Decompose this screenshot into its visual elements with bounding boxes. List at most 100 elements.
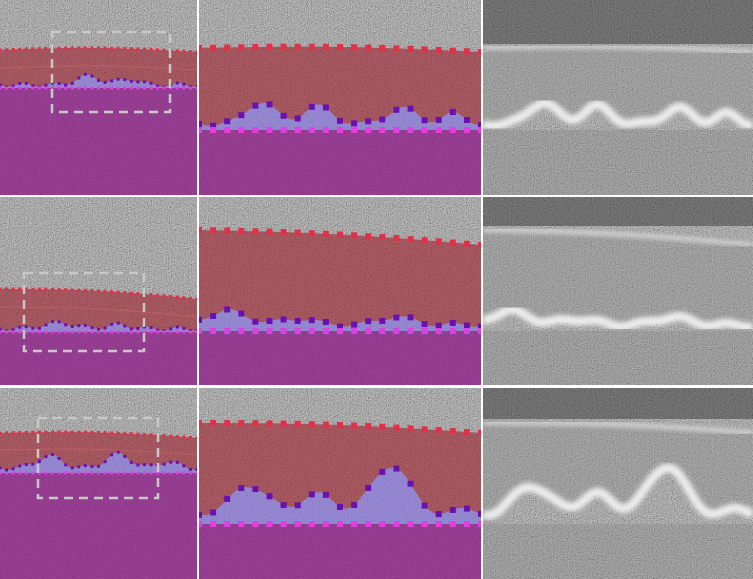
seg-dot: [408, 127, 414, 133]
seg-dot: [31, 463, 34, 466]
seg-dot: [176, 82, 179, 85]
seg-dot: [51, 431, 54, 434]
seg-dot: [71, 331, 74, 334]
seg-dot: [337, 44, 343, 50]
zoom-overlay-panel: [196, 388, 484, 579]
seg-dot: [31, 87, 34, 90]
seg-dot: [450, 127, 456, 133]
seg-dot: [0, 288, 2, 291]
seg-dot: [143, 463, 146, 466]
seg-dot: [5, 468, 8, 471]
seg-dot: [110, 47, 113, 50]
seg-dot: [267, 328, 273, 334]
seg-dot: [210, 127, 216, 133]
seg-dot: [281, 421, 287, 427]
seg-dot: [281, 127, 287, 133]
seg-dot: [176, 326, 179, 329]
seg-dot: [71, 472, 74, 475]
seg-dot: [169, 472, 172, 475]
seg-dot: [143, 87, 146, 90]
seg-dot: [150, 463, 153, 466]
seg-dot: [0, 472, 2, 475]
seg-dot: [5, 288, 8, 291]
seg-dot: [18, 464, 21, 467]
seg-dot: [210, 45, 216, 51]
seg-dot: [156, 48, 159, 51]
seg-dot: [176, 87, 179, 90]
seg-dot: [38, 87, 41, 90]
seg-dot: [365, 118, 371, 124]
seg-dot: [38, 288, 41, 291]
seg-dot: [130, 80, 133, 83]
seg-dot: [44, 431, 47, 434]
seg-dot: [97, 87, 100, 90]
oct-figure: [0, 0, 753, 579]
seg-dot: [189, 87, 192, 90]
seg-dot: [71, 288, 74, 291]
seg-dot: [90, 326, 93, 329]
seg-dot: [150, 87, 153, 90]
seg-dot: [252, 44, 258, 50]
seg-dot: [422, 127, 428, 133]
seg-dot: [110, 290, 113, 293]
seg-dot: [71, 325, 74, 328]
seg-dot: [267, 521, 273, 527]
seg-dot: [136, 331, 139, 334]
seg-dot: [252, 103, 258, 109]
seg-dot: [393, 107, 399, 113]
seg-dot: [224, 420, 230, 426]
seg-dot: [450, 521, 456, 527]
seg-dot: [337, 232, 343, 238]
seg-dot: [393, 466, 399, 472]
seg-dot: [189, 472, 192, 475]
seg-dot: [365, 318, 371, 324]
seg-dot: [117, 87, 120, 90]
seg-dot: [196, 51, 199, 54]
seg-dot: [104, 290, 107, 293]
seg-dot: [18, 87, 21, 90]
seg-dot: [5, 331, 8, 334]
seg-dot: [365, 233, 371, 239]
seg-dot: [64, 47, 67, 50]
seg-dot: [77, 87, 80, 90]
seg-dot: [25, 325, 28, 328]
seg-dot: [393, 127, 399, 133]
seg-dot: [51, 453, 54, 456]
seg-dot: [351, 423, 357, 429]
seg-dot: [323, 104, 329, 110]
seg-dot: [25, 472, 28, 475]
seg-dot: [281, 229, 287, 235]
seg-dot: [379, 469, 385, 475]
seg-dot: [58, 457, 61, 460]
seg-dot: [51, 288, 54, 291]
seg-dot: [182, 87, 185, 90]
seg-dot: [5, 87, 8, 90]
seg-dot: [104, 431, 107, 434]
seg-dot: [379, 45, 385, 51]
seg-dot: [12, 331, 15, 334]
seg-dot: [58, 47, 61, 50]
seg-dot: [224, 521, 230, 527]
seg-dot: [337, 504, 343, 510]
seg-dot: [44, 84, 47, 87]
seg-dot: [196, 437, 199, 440]
seg-dot: [351, 328, 357, 334]
seg-dot: [130, 432, 133, 435]
seg-dot: [252, 521, 258, 527]
seg-dot: [295, 328, 301, 334]
panel-content: [0, 388, 199, 579]
seg-dot: [238, 228, 244, 234]
seg-dot: [351, 521, 357, 527]
seg-dot: [436, 427, 442, 433]
seg-dot: [351, 322, 357, 328]
seg-dot: [84, 331, 87, 334]
seg-dot: [252, 127, 258, 133]
seg-dot: [323, 44, 329, 50]
seg-dot: [84, 464, 87, 467]
zoom-overlay-panel: [196, 197, 484, 385]
seg-dot: [210, 313, 216, 319]
seg-dot: [422, 46, 428, 52]
seg-dot: [379, 521, 385, 527]
seg-dot: [156, 294, 159, 297]
seg-dot: [393, 425, 399, 431]
